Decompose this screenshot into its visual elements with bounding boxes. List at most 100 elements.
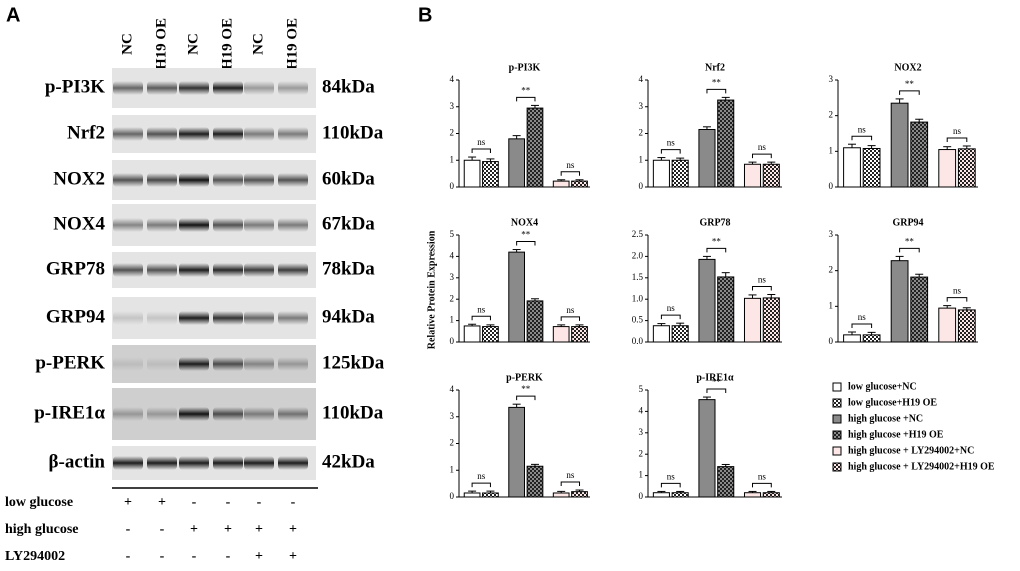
blot-band	[147, 456, 177, 470]
bar	[890, 102, 909, 188]
y-tick-label: 3	[450, 101, 455, 111]
legend-swatch	[832, 446, 842, 456]
blot-band	[179, 218, 209, 232]
bar	[526, 300, 544, 343]
bar	[843, 147, 861, 188]
blot-band	[244, 357, 274, 371]
blot-band	[147, 173, 177, 187]
bar	[508, 406, 525, 498]
blot-band	[213, 263, 243, 277]
bar	[890, 260, 909, 343]
blot-band	[179, 407, 209, 421]
blot-band	[244, 81, 274, 95]
bar	[552, 326, 570, 343]
y-tick-label: 1	[829, 300, 834, 310]
y-tick-label: 3	[829, 229, 834, 239]
protein-label: β-actin	[49, 451, 106, 472]
protein-label: p-PI3K	[45, 76, 105, 97]
condition-mark: +	[289, 522, 297, 537]
blot-band	[244, 173, 274, 187]
lane-label: NC	[185, 33, 201, 55]
blot-band	[213, 357, 243, 371]
legend-label: low glucose+NC	[848, 381, 917, 392]
significance-bracket	[851, 135, 873, 141]
size-label: 78kDa	[322, 258, 375, 279]
y-tick-label: 2	[829, 110, 834, 120]
condition-mark: +	[158, 495, 166, 510]
blot-band	[244, 218, 274, 232]
significance-bracket	[899, 247, 920, 253]
size-label: 94kDa	[322, 306, 375, 327]
blot-band	[179, 127, 209, 141]
chart-title: p-PERK	[506, 372, 543, 383]
bar	[482, 492, 499, 498]
bar	[482, 326, 499, 343]
blot-band	[278, 127, 308, 141]
blot-band	[244, 456, 274, 470]
blot-band	[213, 218, 243, 232]
bar	[957, 309, 976, 343]
blot-band	[244, 127, 274, 141]
protein-label: NOX2	[53, 168, 105, 189]
bar	[698, 128, 716, 188]
blot-band	[278, 81, 308, 95]
significance-bracket	[946, 297, 968, 302]
blot-band	[179, 357, 209, 371]
significance-label: ns	[758, 275, 767, 285]
bar	[571, 491, 588, 498]
significance-label: ns	[953, 286, 962, 296]
bar	[508, 138, 525, 188]
significance-bracket	[516, 395, 536, 401]
bar	[698, 258, 716, 343]
y-tick-label: 5	[450, 229, 455, 239]
condition-mark: -	[192, 549, 197, 564]
size-label: 42kDa	[322, 451, 375, 472]
bar	[698, 399, 716, 498]
legend-label: high glucose + LY294002+NC	[848, 445, 974, 456]
y-tick-label: 4	[450, 250, 455, 260]
legend-label: high glucose + LY294002+H19 OE	[848, 461, 995, 472]
bar	[571, 326, 588, 343]
blot-band	[113, 263, 143, 277]
significance-label: **	[521, 85, 531, 95]
blot-band	[213, 456, 243, 470]
blot-band	[147, 263, 177, 277]
y-tick-label: 1	[639, 470, 644, 480]
y-tick-label: 2	[829, 265, 834, 275]
condition-mark: +	[224, 522, 232, 537]
significance-bracket	[752, 285, 772, 291]
significance-bracket	[899, 90, 920, 95]
legend-label: high glucose +H19 OE	[848, 429, 944, 440]
significance-bracket	[471, 315, 491, 321]
y-tick-label: 0	[450, 491, 455, 501]
blot-band	[113, 456, 143, 470]
bar	[717, 466, 735, 498]
y-tick-label: 0	[829, 181, 834, 191]
significance-label: ns	[953, 126, 962, 136]
condition-label: high glucose	[5, 522, 79, 537]
legend-label: high glucose +NC	[848, 413, 923, 424]
bar	[717, 99, 735, 188]
bar	[652, 492, 670, 498]
y-tick-label: 2	[450, 128, 455, 138]
y-tick-label: 2.5	[632, 229, 644, 239]
y-tick-label: 2.0	[632, 250, 644, 260]
significance-bracket	[660, 149, 681, 154]
condition-label: low glucose	[5, 495, 73, 510]
significance-label: ns	[477, 304, 486, 314]
bar	[862, 334, 881, 343]
legend-swatch	[832, 414, 842, 424]
panel-label: A	[6, 4, 20, 26]
significance-bracket	[560, 171, 581, 176]
legend-label: low glucose+H19 OE	[848, 397, 937, 408]
chart-title: GRP94	[892, 217, 923, 228]
blot-band	[147, 357, 177, 371]
significance-label: **	[905, 236, 915, 246]
bar	[743, 163, 762, 188]
significance-bracket	[706, 88, 727, 94]
significance-label: ns	[858, 312, 867, 322]
lane-label: H19 OE	[153, 18, 169, 70]
condition-mark: +	[289, 549, 297, 564]
bar	[762, 163, 780, 188]
bar	[762, 297, 780, 343]
